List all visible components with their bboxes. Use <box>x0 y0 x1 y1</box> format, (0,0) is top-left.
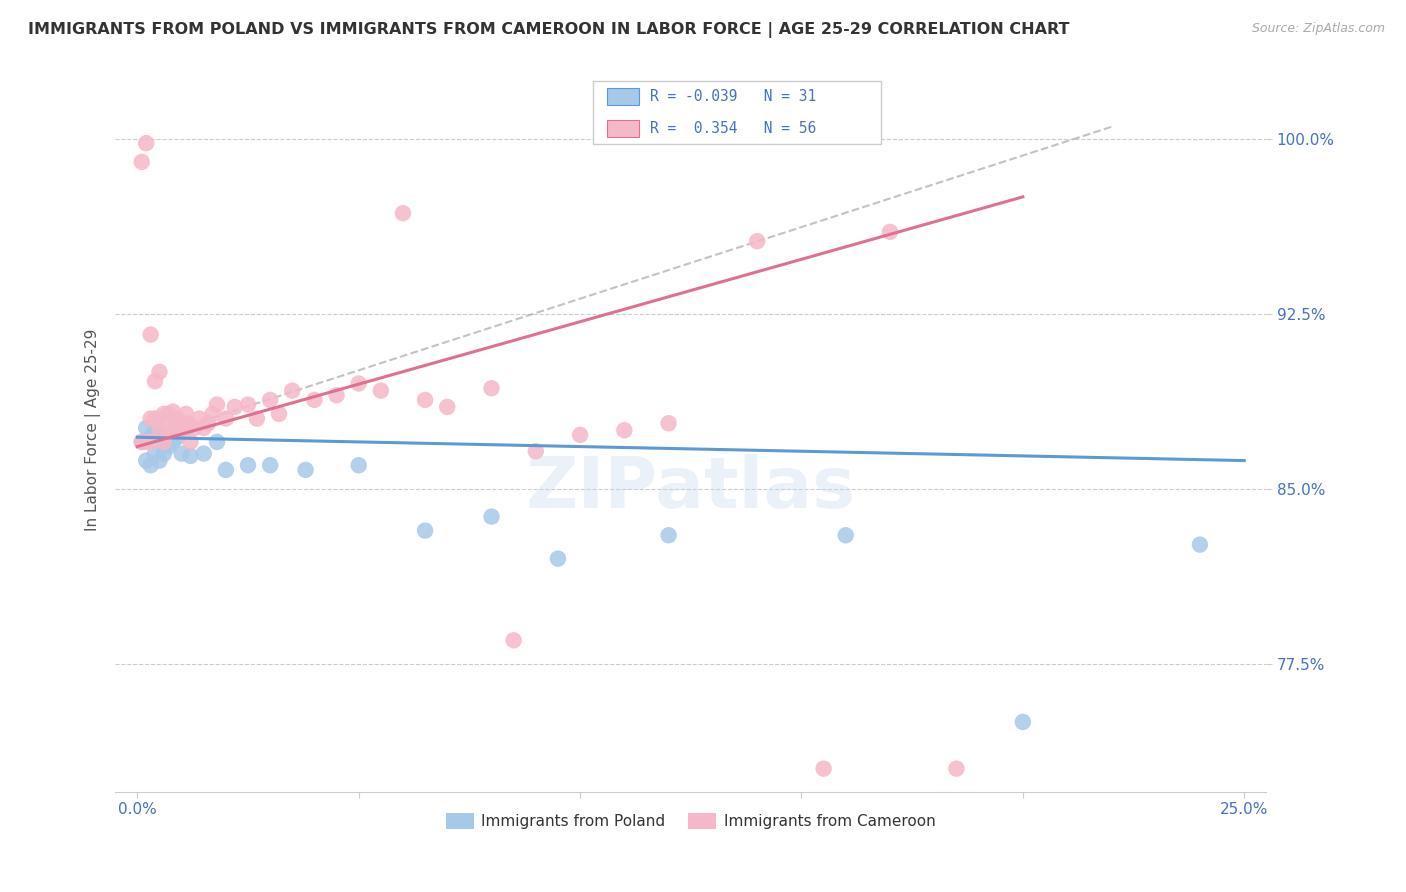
Point <box>1188 538 1211 552</box>
Point <box>139 458 162 473</box>
Point <box>166 430 188 444</box>
Point <box>413 392 436 407</box>
Point <box>143 423 166 437</box>
Bar <box>607 88 638 105</box>
Point <box>153 446 176 460</box>
Point <box>174 423 197 437</box>
Point <box>413 524 436 538</box>
Point <box>613 423 636 437</box>
Point <box>215 463 238 477</box>
Point <box>1011 714 1033 729</box>
Point <box>148 365 170 379</box>
Point <box>162 404 184 418</box>
Point <box>179 449 201 463</box>
Point <box>259 392 281 407</box>
Point <box>658 528 681 542</box>
Point <box>201 407 224 421</box>
Point <box>481 509 503 524</box>
Point <box>481 381 503 395</box>
Point <box>143 374 166 388</box>
Point <box>157 421 180 435</box>
Point <box>131 154 153 169</box>
Point <box>153 434 176 449</box>
Legend: Immigrants from Poland, Immigrants from Cameroon: Immigrants from Poland, Immigrants from … <box>440 806 942 835</box>
Point <box>179 418 201 433</box>
Point <box>135 136 157 151</box>
Point <box>162 434 184 449</box>
Point <box>166 411 188 425</box>
Point <box>143 411 166 425</box>
Point <box>170 425 193 440</box>
Point <box>524 444 547 458</box>
Point <box>193 421 215 435</box>
Point <box>392 206 415 220</box>
Point <box>813 762 835 776</box>
Bar <box>607 120 638 137</box>
Point <box>215 411 238 425</box>
FancyBboxPatch shape <box>593 81 880 145</box>
Point <box>174 416 197 430</box>
Point <box>259 458 281 473</box>
Point <box>166 416 188 430</box>
Point <box>304 392 326 407</box>
Point <box>205 398 228 412</box>
Point <box>502 633 524 648</box>
Point <box>835 528 858 542</box>
Text: IMMIGRANTS FROM POLAND VS IMMIGRANTS FROM CAMEROON IN LABOR FORCE | AGE 25-29 CO: IMMIGRANTS FROM POLAND VS IMMIGRANTS FRO… <box>28 22 1070 38</box>
Point <box>747 234 769 248</box>
Point <box>224 400 246 414</box>
Point <box>139 327 162 342</box>
Text: Source: ZipAtlas.com: Source: ZipAtlas.com <box>1251 22 1385 36</box>
Point <box>197 416 219 430</box>
Point <box>547 551 569 566</box>
Point <box>139 434 162 449</box>
Point <box>148 411 170 425</box>
Y-axis label: In Labor Force | Age 25-29: In Labor Force | Age 25-29 <box>86 329 101 532</box>
Point <box>157 440 180 454</box>
Point <box>236 398 259 412</box>
Point <box>148 425 170 440</box>
Point <box>174 407 197 421</box>
Point <box>246 411 269 425</box>
Point <box>325 388 347 402</box>
Point <box>569 428 592 442</box>
Point <box>148 453 170 467</box>
Point <box>281 384 304 398</box>
Point <box>879 225 901 239</box>
Point <box>347 376 370 391</box>
Text: ZIPatlas: ZIPatlas <box>526 454 856 523</box>
Point <box>370 384 392 398</box>
Point <box>205 434 228 449</box>
Text: R = -0.039   N = 31: R = -0.039 N = 31 <box>651 89 817 104</box>
Point <box>131 434 153 449</box>
Point <box>135 453 157 467</box>
Text: R =  0.354   N = 56: R = 0.354 N = 56 <box>651 121 817 136</box>
Point <box>139 411 162 425</box>
Point <box>157 407 180 421</box>
Point <box>347 458 370 473</box>
Point <box>153 434 176 449</box>
Point <box>143 446 166 460</box>
Point <box>236 458 259 473</box>
Point <box>184 421 207 435</box>
Point <box>148 423 170 437</box>
Point <box>135 421 157 435</box>
Point <box>945 762 967 776</box>
Point <box>135 434 157 449</box>
Point <box>294 463 316 477</box>
Point <box>436 400 458 414</box>
Point <box>139 430 162 444</box>
Point <box>153 407 176 421</box>
Point <box>658 416 681 430</box>
Point <box>131 434 153 449</box>
Point <box>188 411 211 425</box>
Point <box>193 446 215 460</box>
Point <box>170 446 193 460</box>
Point <box>162 423 184 437</box>
Point <box>170 421 193 435</box>
Point <box>267 407 290 421</box>
Point <box>179 434 201 449</box>
